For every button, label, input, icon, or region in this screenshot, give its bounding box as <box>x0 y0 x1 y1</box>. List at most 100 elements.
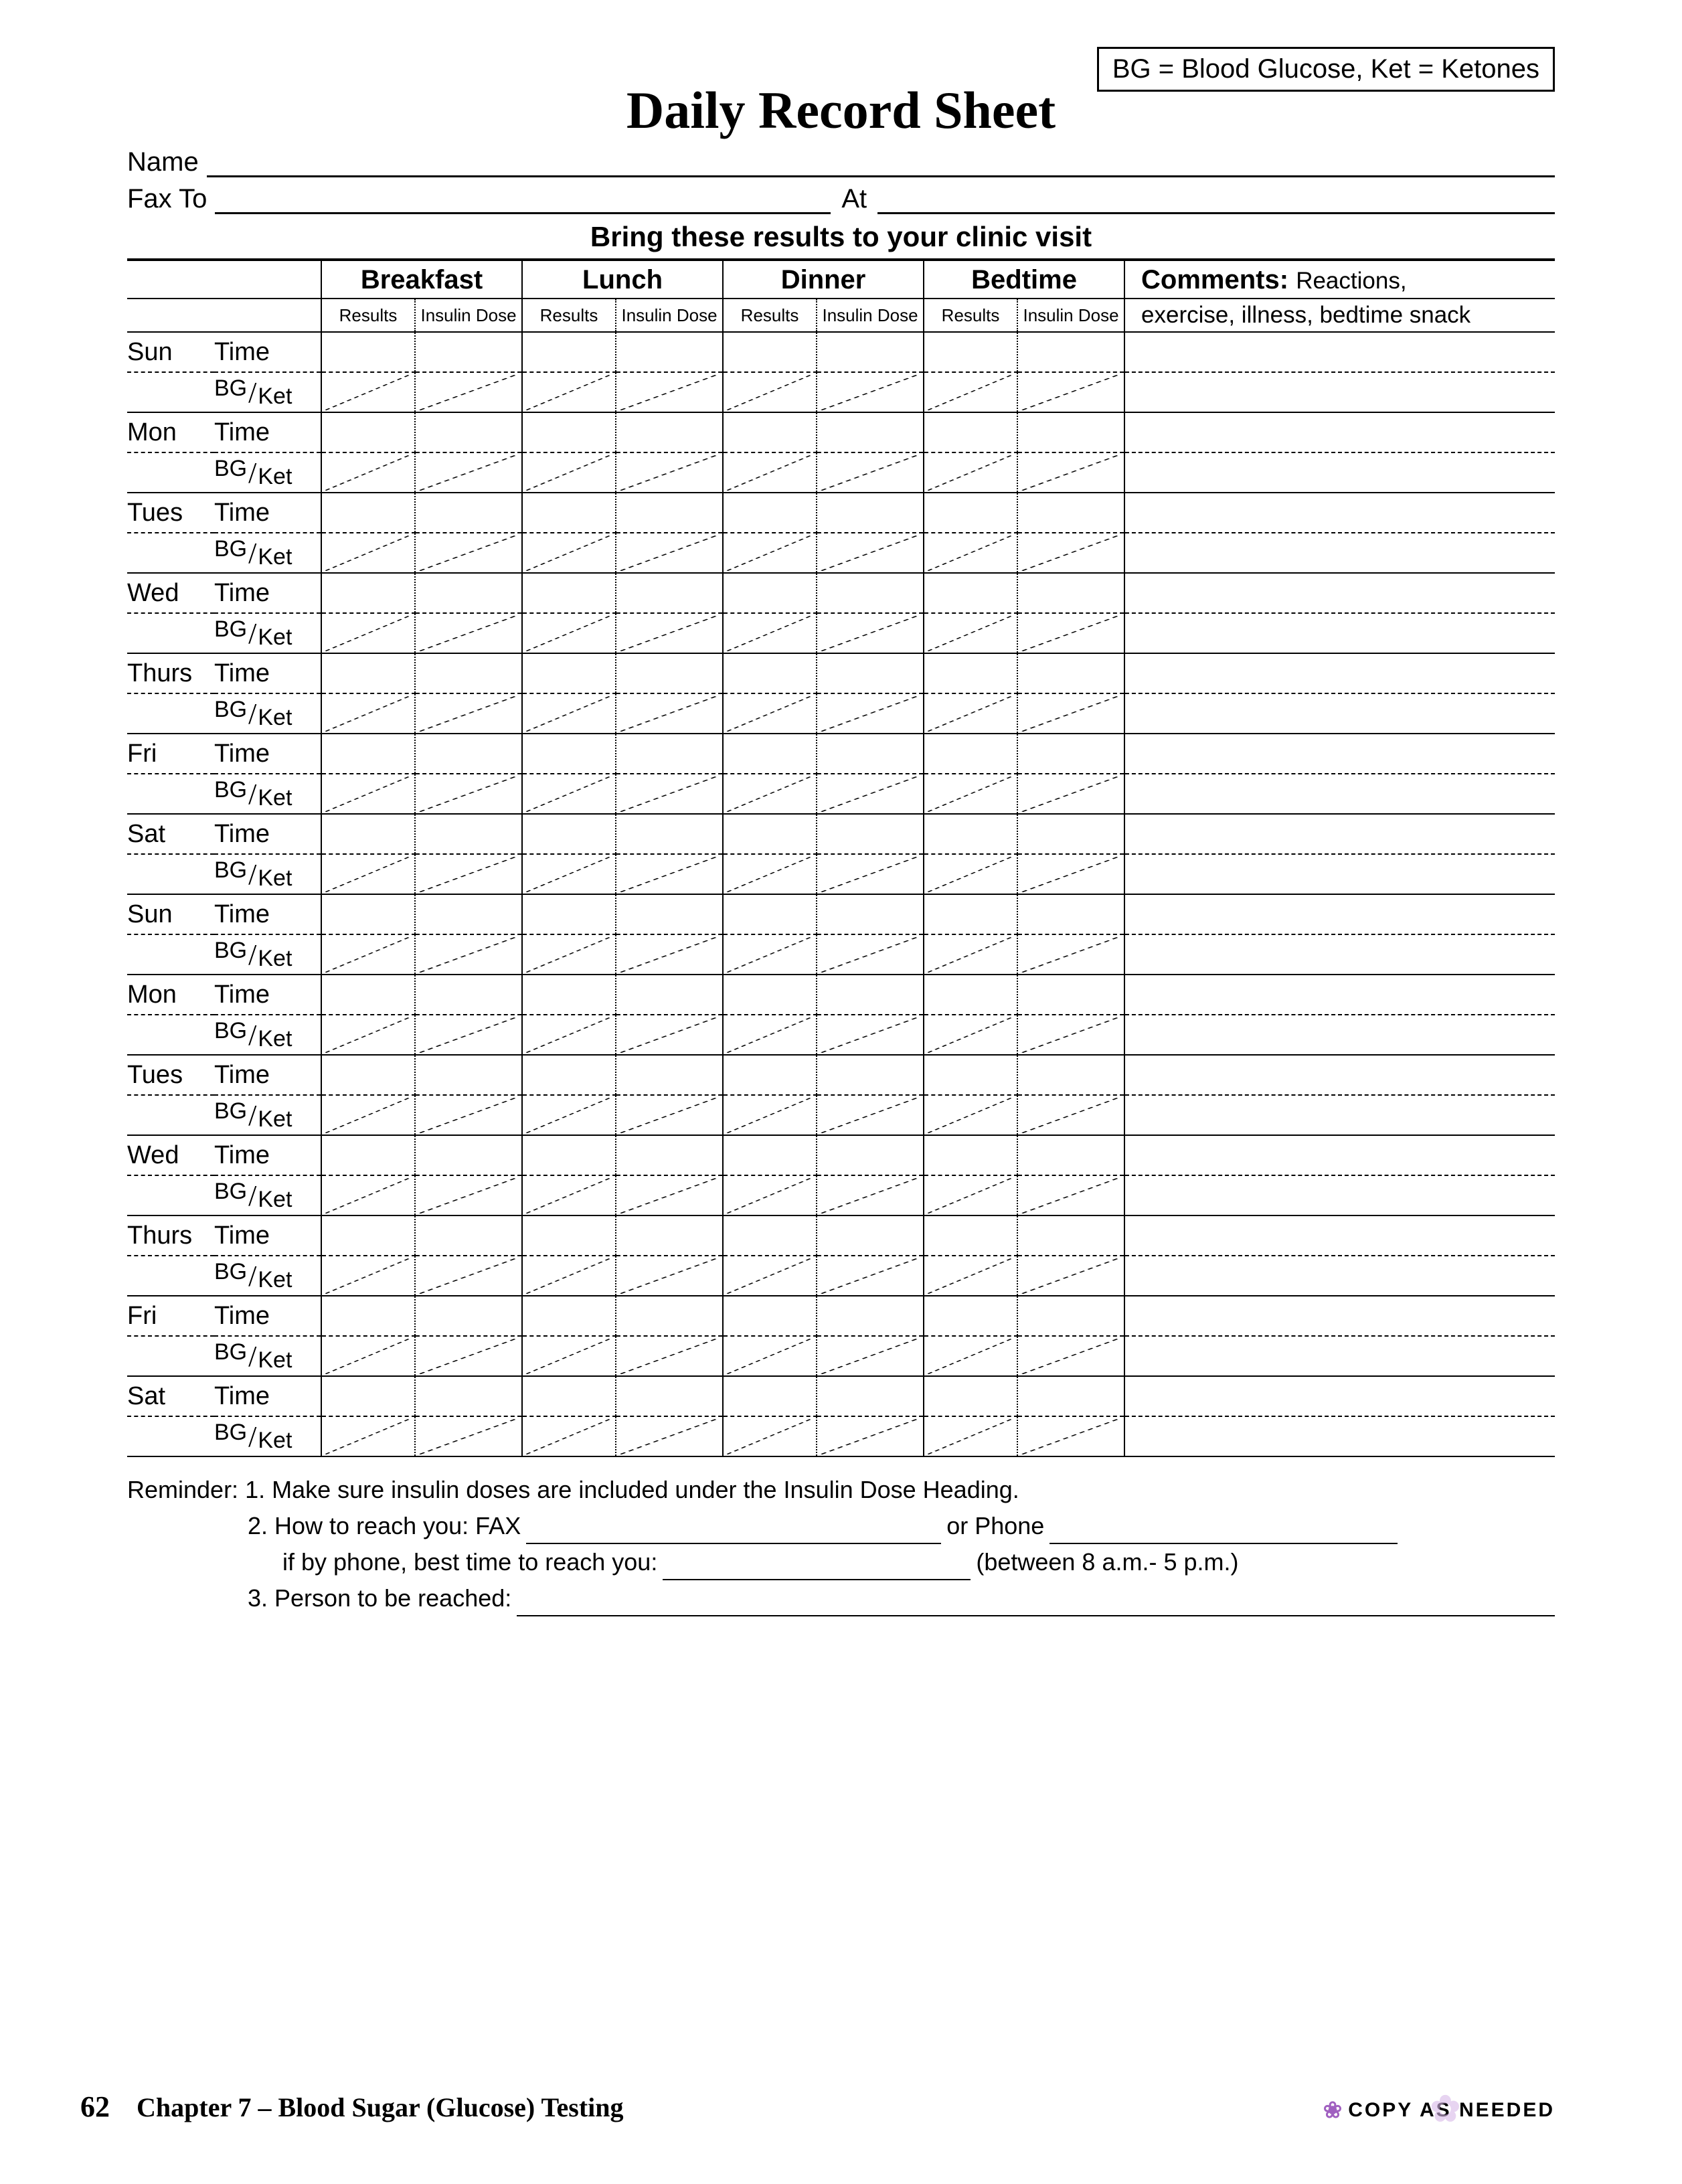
bgket-results-cell[interactable] <box>321 854 415 894</box>
bgket-results-cell[interactable] <box>321 1175 415 1215</box>
time-comment-cell[interactable] <box>1124 1055 1555 1095</box>
time-dose-cell[interactable] <box>616 412 723 452</box>
time-dose-cell[interactable] <box>817 653 924 693</box>
bgket-results-cell[interactable] <box>924 1095 1017 1135</box>
bgket-dose-cell[interactable] <box>817 854 924 894</box>
time-results-cell[interactable] <box>522 894 616 934</box>
time-results-cell[interactable] <box>522 814 616 854</box>
bgket-dose-cell[interactable] <box>415 452 522 493</box>
bgket-results-cell[interactable] <box>924 1336 1017 1376</box>
time-dose-cell[interactable] <box>817 975 924 1015</box>
bgket-dose-cell[interactable] <box>616 774 723 814</box>
time-results-cell[interactable] <box>522 573 616 613</box>
time-results-cell[interactable] <box>924 814 1017 854</box>
bgket-dose-cell[interactable] <box>415 613 522 653</box>
bgket-dose-cell[interactable] <box>817 934 924 975</box>
time-comment-cell[interactable] <box>1124 1376 1555 1416</box>
bgket-dose-cell[interactable] <box>817 613 924 653</box>
time-dose-cell[interactable] <box>415 1296 522 1336</box>
bgket-dose-cell[interactable] <box>1017 1015 1124 1055</box>
bgket-dose-cell[interactable] <box>817 533 924 573</box>
time-results-cell[interactable] <box>723 1215 817 1256</box>
bgket-dose-cell[interactable] <box>415 854 522 894</box>
bgket-dose-cell[interactable] <box>817 774 924 814</box>
time-results-cell[interactable] <box>522 412 616 452</box>
bgket-dose-cell[interactable] <box>1017 533 1124 573</box>
time-dose-cell[interactable] <box>1017 734 1124 774</box>
time-results-cell[interactable] <box>924 894 1017 934</box>
bgket-dose-cell[interactable] <box>415 1015 522 1055</box>
bgket-results-cell[interactable] <box>723 1416 817 1456</box>
bgket-dose-cell[interactable] <box>1017 1416 1124 1456</box>
time-results-cell[interactable] <box>924 734 1017 774</box>
bgket-dose-cell[interactable] <box>616 1256 723 1296</box>
bgket-results-cell[interactable] <box>924 934 1017 975</box>
time-dose-cell[interactable] <box>817 1376 924 1416</box>
time-results-cell[interactable] <box>321 814 415 854</box>
bgket-dose-cell[interactable] <box>415 372 522 412</box>
time-dose-cell[interactable] <box>415 734 522 774</box>
bgket-dose-cell[interactable] <box>1017 452 1124 493</box>
bgket-results-cell[interactable] <box>924 1015 1017 1055</box>
time-results-cell[interactable] <box>924 653 1017 693</box>
bgket-comment-cell[interactable] <box>1124 1416 1555 1456</box>
bgket-comment-cell[interactable] <box>1124 1095 1555 1135</box>
time-dose-cell[interactable] <box>817 1135 924 1175</box>
time-dose-cell[interactable] <box>817 493 924 533</box>
bgket-results-cell[interactable] <box>522 1336 616 1376</box>
bgket-results-cell[interactable] <box>723 372 817 412</box>
bgket-results-cell[interactable] <box>723 1336 817 1376</box>
time-comment-cell[interactable] <box>1124 412 1555 452</box>
time-dose-cell[interactable] <box>1017 573 1124 613</box>
time-results-cell[interactable] <box>522 1376 616 1416</box>
time-results-cell[interactable] <box>321 1135 415 1175</box>
bgket-results-cell[interactable] <box>522 1416 616 1456</box>
bgket-results-cell[interactable] <box>522 533 616 573</box>
time-dose-cell[interactable] <box>616 1376 723 1416</box>
bgket-results-cell[interactable] <box>321 372 415 412</box>
time-comment-cell[interactable] <box>1124 894 1555 934</box>
time-results-cell[interactable] <box>321 1055 415 1095</box>
bgket-results-cell[interactable] <box>723 533 817 573</box>
bgket-results-cell[interactable] <box>723 1095 817 1135</box>
time-dose-cell[interactable] <box>1017 1055 1124 1095</box>
bgket-dose-cell[interactable] <box>817 1175 924 1215</box>
time-comment-cell[interactable] <box>1124 1215 1555 1256</box>
time-dose-cell[interactable] <box>817 573 924 613</box>
time-dose-cell[interactable] <box>415 493 522 533</box>
time-dose-cell[interactable] <box>1017 1376 1124 1416</box>
time-results-cell[interactable] <box>924 332 1017 372</box>
bgket-results-cell[interactable] <box>723 452 817 493</box>
time-dose-cell[interactable] <box>1017 975 1124 1015</box>
time-dose-cell[interactable] <box>415 412 522 452</box>
bgket-dose-cell[interactable] <box>817 1336 924 1376</box>
time-results-cell[interactable] <box>924 573 1017 613</box>
time-results-cell[interactable] <box>924 975 1017 1015</box>
bgket-comment-cell[interactable] <box>1124 613 1555 653</box>
time-results-cell[interactable] <box>321 894 415 934</box>
bgket-results-cell[interactable] <box>924 452 1017 493</box>
bgket-results-cell[interactable] <box>522 854 616 894</box>
bgket-comment-cell[interactable] <box>1124 693 1555 734</box>
time-comment-cell[interactable] <box>1124 493 1555 533</box>
time-dose-cell[interactable] <box>817 412 924 452</box>
bgket-dose-cell[interactable] <box>415 693 522 734</box>
time-results-cell[interactable] <box>321 332 415 372</box>
bgket-dose-cell[interactable] <box>616 1095 723 1135</box>
bgket-results-cell[interactable] <box>723 693 817 734</box>
time-dose-cell[interactable] <box>415 975 522 1015</box>
bgket-results-cell[interactable] <box>924 613 1017 653</box>
bgket-dose-cell[interactable] <box>616 1416 723 1456</box>
time-dose-cell[interactable] <box>817 332 924 372</box>
time-dose-cell[interactable] <box>415 1376 522 1416</box>
bgket-results-cell[interactable] <box>924 1416 1017 1456</box>
time-dose-cell[interactable] <box>415 894 522 934</box>
time-results-cell[interactable] <box>723 814 817 854</box>
time-dose-cell[interactable] <box>1017 412 1124 452</box>
bgket-dose-cell[interactable] <box>1017 854 1124 894</box>
bgket-results-cell[interactable] <box>723 1175 817 1215</box>
bgket-results-cell[interactable] <box>522 1095 616 1135</box>
bgket-results-cell[interactable] <box>924 1256 1017 1296</box>
time-results-cell[interactable] <box>723 894 817 934</box>
bgket-dose-cell[interactable] <box>415 1256 522 1296</box>
